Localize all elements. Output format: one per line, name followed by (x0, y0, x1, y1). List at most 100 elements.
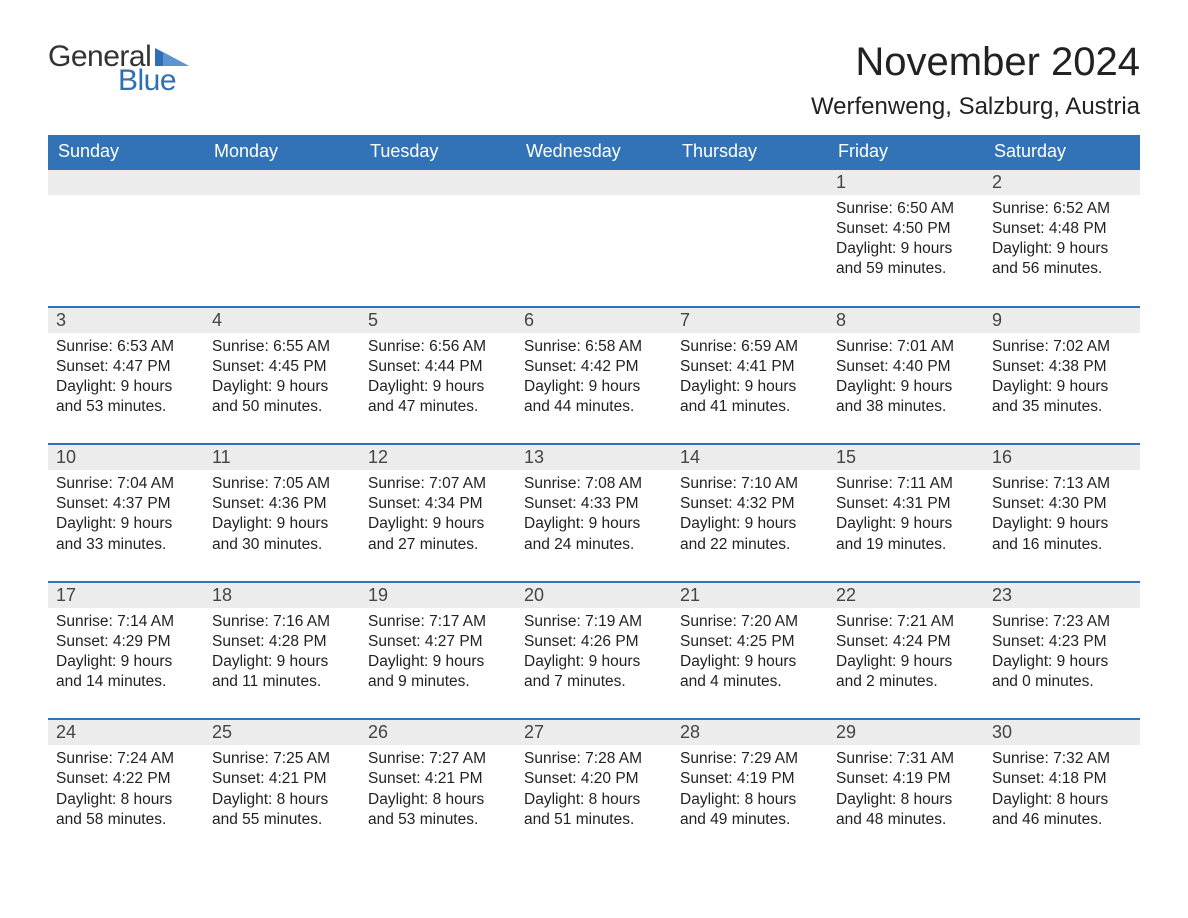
day-body (516, 195, 672, 275)
day-number (672, 170, 828, 195)
day-daylight1: Daylight: 9 hours (368, 377, 508, 397)
day-daylight1: Daylight: 9 hours (680, 377, 820, 397)
day-number: 1 (828, 170, 984, 195)
day-number: 20 (516, 583, 672, 608)
location: Werfenweng, Salzburg, Austria (811, 93, 1140, 121)
day-cell: 26Sunrise: 7:27 AMSunset: 4:21 PMDayligh… (360, 720, 516, 838)
day-daylight2: and 58 minutes. (56, 810, 196, 830)
day-body: Sunrise: 7:27 AMSunset: 4:21 PMDaylight:… (360, 745, 516, 838)
day-daylight2: and 7 minutes. (524, 672, 664, 692)
day-body: Sunrise: 7:24 AMSunset: 4:22 PMDaylight:… (48, 745, 204, 838)
day-daylight2: and 53 minutes. (368, 810, 508, 830)
day-daylight2: and 33 minutes. (56, 535, 196, 555)
day-body: Sunrise: 7:04 AMSunset: 4:37 PMDaylight:… (48, 470, 204, 563)
day-sunrise: Sunrise: 7:01 AM (836, 337, 976, 357)
day-sunrise: Sunrise: 7:05 AM (212, 474, 352, 494)
day-daylight2: and 35 minutes. (992, 397, 1132, 417)
day-cell-empty (672, 170, 828, 288)
day-daylight1: Daylight: 9 hours (680, 652, 820, 672)
day-sunrise: Sunrise: 6:52 AM (992, 199, 1132, 219)
day-body: Sunrise: 6:55 AMSunset: 4:45 PMDaylight:… (204, 333, 360, 426)
day-daylight1: Daylight: 8 hours (524, 790, 664, 810)
day-sunset: Sunset: 4:23 PM (992, 632, 1132, 652)
day-number: 10 (48, 445, 204, 470)
day-cell: 25Sunrise: 7:25 AMSunset: 4:21 PMDayligh… (204, 720, 360, 838)
day-sunrise: Sunrise: 7:04 AM (56, 474, 196, 494)
day-number: 4 (204, 308, 360, 333)
day-sunset: Sunset: 4:31 PM (836, 494, 976, 514)
weekday-saturday: Saturday (984, 135, 1140, 168)
day-cell: 23Sunrise: 7:23 AMSunset: 4:23 PMDayligh… (984, 583, 1140, 701)
day-sunset: Sunset: 4:32 PM (680, 494, 820, 514)
day-number: 16 (984, 445, 1140, 470)
day-sunset: Sunset: 4:38 PM (992, 357, 1132, 377)
day-cell: 29Sunrise: 7:31 AMSunset: 4:19 PMDayligh… (828, 720, 984, 838)
title-block: November 2024 Werfenweng, Salzburg, Aust… (811, 40, 1140, 121)
day-daylight1: Daylight: 8 hours (368, 790, 508, 810)
day-sunrise: Sunrise: 7:02 AM (992, 337, 1132, 357)
day-daylight2: and 47 minutes. (368, 397, 508, 417)
day-body: Sunrise: 6:58 AMSunset: 4:42 PMDaylight:… (516, 333, 672, 426)
day-body: Sunrise: 7:01 AMSunset: 4:40 PMDaylight:… (828, 333, 984, 426)
day-daylight2: and 19 minutes. (836, 535, 976, 555)
day-cell: 28Sunrise: 7:29 AMSunset: 4:19 PMDayligh… (672, 720, 828, 838)
day-number: 28 (672, 720, 828, 745)
day-number: 3 (48, 308, 204, 333)
day-cell: 13Sunrise: 7:08 AMSunset: 4:33 PMDayligh… (516, 445, 672, 563)
day-number: 22 (828, 583, 984, 608)
week-row: 10Sunrise: 7:04 AMSunset: 4:37 PMDayligh… (48, 443, 1140, 563)
header: General Blue November 2024 Werfenweng, S… (48, 40, 1140, 121)
day-daylight2: and 50 minutes. (212, 397, 352, 417)
day-body: Sunrise: 7:29 AMSunset: 4:19 PMDaylight:… (672, 745, 828, 838)
day-sunrise: Sunrise: 7:20 AM (680, 612, 820, 632)
day-body: Sunrise: 7:25 AMSunset: 4:21 PMDaylight:… (204, 745, 360, 838)
day-sunset: Sunset: 4:20 PM (524, 769, 664, 789)
day-sunset: Sunset: 4:27 PM (368, 632, 508, 652)
day-sunrise: Sunrise: 7:21 AM (836, 612, 976, 632)
day-daylight1: Daylight: 8 hours (56, 790, 196, 810)
day-daylight2: and 59 minutes. (836, 259, 976, 279)
day-body: Sunrise: 7:16 AMSunset: 4:28 PMDaylight:… (204, 608, 360, 701)
day-cell: 9Sunrise: 7:02 AMSunset: 4:38 PMDaylight… (984, 308, 1140, 426)
day-daylight1: Daylight: 9 hours (836, 652, 976, 672)
day-cell: 24Sunrise: 7:24 AMSunset: 4:22 PMDayligh… (48, 720, 204, 838)
day-sunset: Sunset: 4:48 PM (992, 219, 1132, 239)
day-sunrise: Sunrise: 7:29 AM (680, 749, 820, 769)
day-number: 29 (828, 720, 984, 745)
day-body: Sunrise: 7:28 AMSunset: 4:20 PMDaylight:… (516, 745, 672, 838)
day-sunset: Sunset: 4:28 PM (212, 632, 352, 652)
day-daylight2: and 48 minutes. (836, 810, 976, 830)
day-body (48, 195, 204, 275)
day-sunrise: Sunrise: 6:50 AM (836, 199, 976, 219)
day-body (672, 195, 828, 275)
logo: General Blue (48, 40, 189, 98)
day-body (360, 195, 516, 275)
day-number: 6 (516, 308, 672, 333)
day-daylight2: and 51 minutes. (524, 810, 664, 830)
day-body: Sunrise: 7:07 AMSunset: 4:34 PMDaylight:… (360, 470, 516, 563)
day-daylight2: and 30 minutes. (212, 535, 352, 555)
day-number: 18 (204, 583, 360, 608)
day-sunrise: Sunrise: 7:07 AM (368, 474, 508, 494)
day-sunrise: Sunrise: 7:17 AM (368, 612, 508, 632)
day-daylight2: and 9 minutes. (368, 672, 508, 692)
day-daylight2: and 11 minutes. (212, 672, 352, 692)
day-daylight2: and 38 minutes. (836, 397, 976, 417)
day-daylight1: Daylight: 9 hours (992, 377, 1132, 397)
day-sunrise: Sunrise: 7:19 AM (524, 612, 664, 632)
weeks-container: 1Sunrise: 6:50 AMSunset: 4:50 PMDaylight… (48, 168, 1140, 838)
day-daylight1: Daylight: 9 hours (836, 514, 976, 534)
day-number: 25 (204, 720, 360, 745)
day-cell: 7Sunrise: 6:59 AMSunset: 4:41 PMDaylight… (672, 308, 828, 426)
day-number: 24 (48, 720, 204, 745)
day-daylight1: Daylight: 9 hours (680, 514, 820, 534)
day-number: 21 (672, 583, 828, 608)
day-sunset: Sunset: 4:22 PM (56, 769, 196, 789)
day-daylight1: Daylight: 9 hours (524, 652, 664, 672)
day-number: 19 (360, 583, 516, 608)
month-title: November 2024 (811, 40, 1140, 85)
day-sunrise: Sunrise: 7:16 AM (212, 612, 352, 632)
day-daylight2: and 14 minutes. (56, 672, 196, 692)
day-number: 17 (48, 583, 204, 608)
day-sunset: Sunset: 4:42 PM (524, 357, 664, 377)
